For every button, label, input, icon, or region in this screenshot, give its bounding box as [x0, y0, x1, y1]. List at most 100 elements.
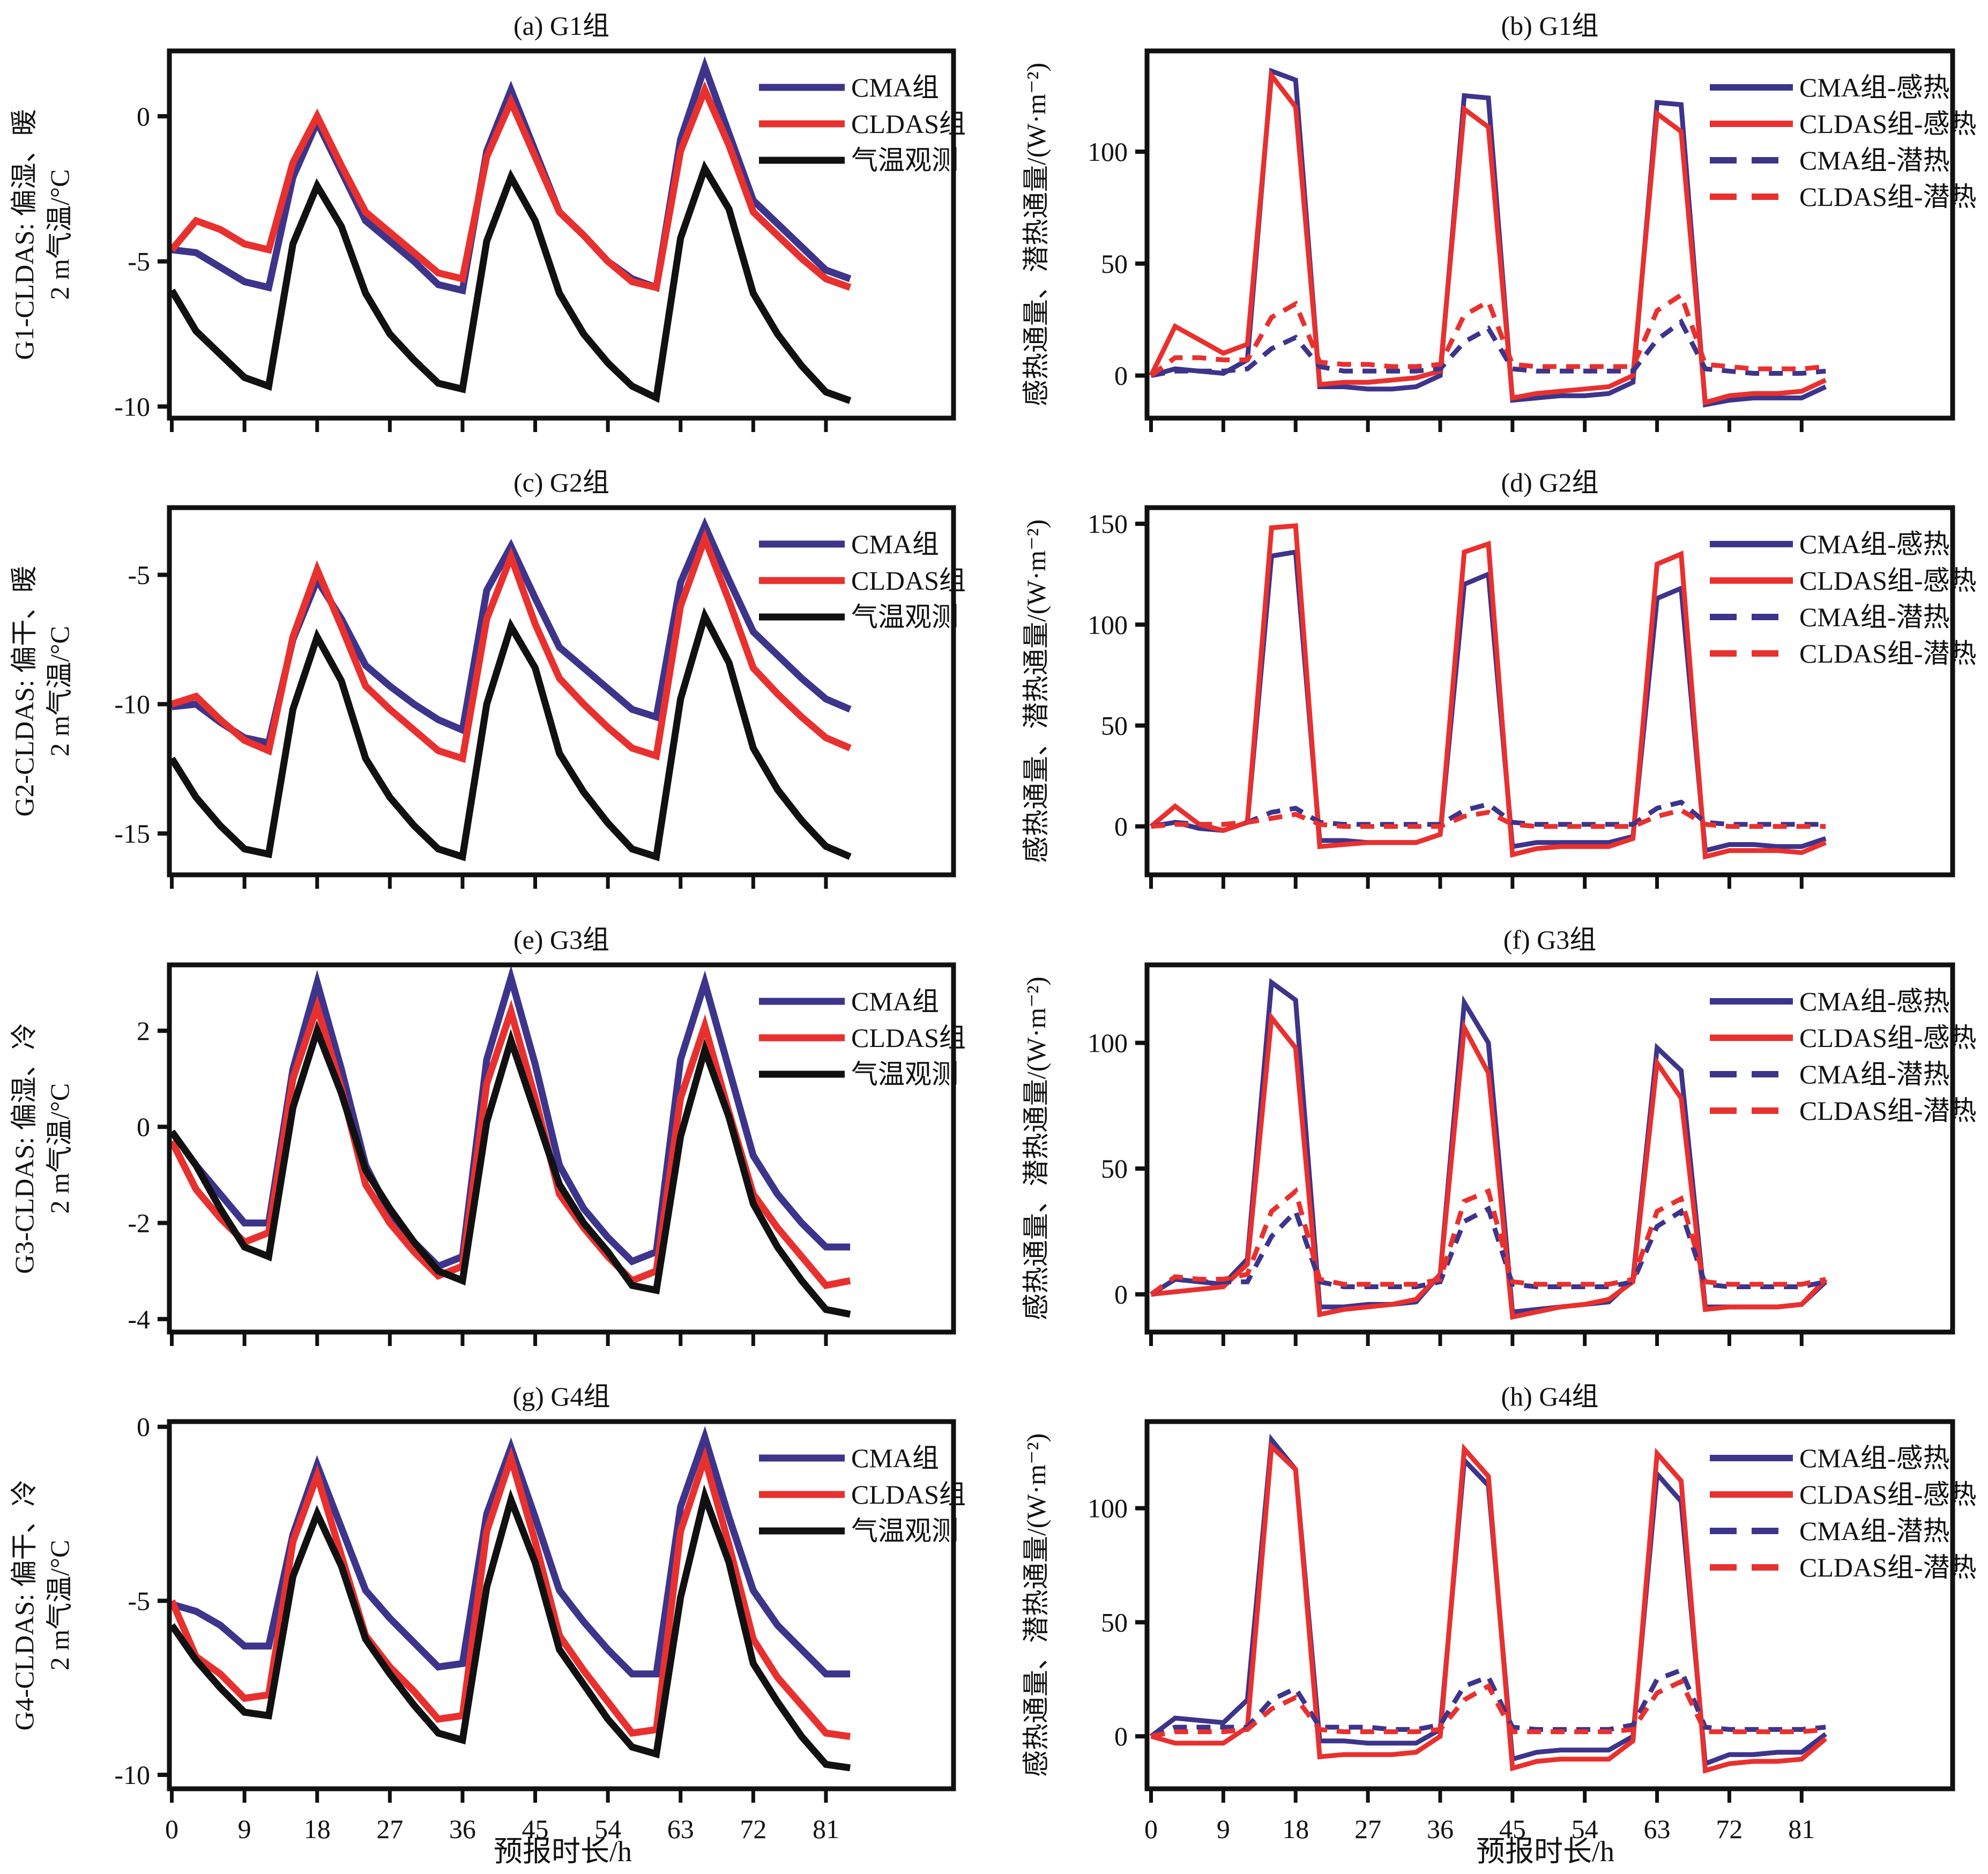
y-tick-label: 2: [137, 1016, 150, 1046]
y-axis-label: 2 m气温/°C: [44, 1083, 75, 1214]
axes-frame: [1144, 1419, 1955, 1791]
x-tick-label: 45: [1499, 1814, 1526, 1844]
y-tick-label: -5: [128, 1586, 150, 1616]
axes-frame: [167, 1419, 956, 1791]
legend-label: CLDAS组-潜热: [1799, 638, 1977, 668]
panel-h: (h) G4组 0 50 100 0 9 18 27 36 45 54 63 72 81 感热通量、潜热通量…: [1021, 1381, 1977, 1844]
series-line-气温观测: [168, 160, 852, 404]
series-line-CLDAS组-感热: [1150, 1441, 1828, 1774]
x-tick-label: 36: [449, 1814, 476, 1844]
y-tick-label: 50: [1101, 249, 1128, 279]
panel-title: (e) G3组: [513, 925, 609, 955]
x-axis-label-left: 预报时长/h: [494, 1835, 632, 1868]
panel-b: (b) G1组 0 50 100 感热通量、潜热通量/(W·m⁻²) CMA组-感热 CLD…: [1021, 11, 1977, 432]
legend-label: CMA组-感热: [1799, 1443, 1950, 1473]
y-tick-label: 0: [137, 101, 150, 131]
legend-label: CMA组-感热: [1799, 986, 1950, 1016]
legend-label: CLDAS组: [851, 566, 966, 596]
series-line-CLDAS组-感热: [1151, 1012, 1828, 1320]
series-line-CLDAS组: [168, 1446, 851, 1741]
y-axis-label: 感热通量、潜热通量/(W·m⁻²): [1021, 1433, 1051, 1777]
series-line-气温观测: [169, 1020, 851, 1318]
y-tick-label: 100: [1088, 137, 1128, 167]
series-line-CMA组-感热: [1150, 978, 1828, 1315]
x-tick-label: 0: [165, 1814, 178, 1844]
x-tick-label: 63: [667, 1814, 694, 1844]
series-line-CMA组-潜热: [1150, 318, 1826, 378]
legend-label: 气温观测: [851, 1516, 958, 1546]
x-tick-label: 9: [1217, 1814, 1230, 1844]
series-line-气温观测: [169, 1484, 851, 1772]
y-axis-label: 2 m气温/°C: [44, 626, 75, 757]
y-axis-label: 感热通量、潜热通量/(W·m⁻²): [1021, 63, 1051, 406]
axes-frame: [1144, 962, 1955, 1335]
y-axis-label: G2-CLDAS: 偏干、暖: [9, 566, 39, 816]
x-tick-label: 36: [1427, 1814, 1454, 1844]
y-tick-label: 0: [1114, 361, 1128, 391]
legend-label: CLDAS组-感热: [1799, 1023, 1977, 1053]
legend-label: CMA组-感热: [1799, 72, 1950, 102]
legend-label: CLDAS组-潜热: [1799, 1096, 1977, 1126]
x-tick-label: 63: [1644, 1814, 1671, 1844]
x-tick-label: 72: [1716, 1814, 1743, 1844]
y-tick-label: -10: [114, 689, 150, 719]
panel-title: (b) G1组: [1501, 11, 1599, 41]
legend-label: CLDAS组: [851, 1479, 966, 1509]
y-tick-label: -10: [114, 1760, 150, 1790]
series-line-CLDAS组-潜热: [1150, 1678, 1826, 1739]
y-tick-label: -5: [128, 247, 150, 277]
legend-label: CMA组-感热: [1799, 529, 1950, 559]
y-tick-label: -10: [114, 391, 150, 421]
legend-label: CMA组-潜热: [1799, 1516, 1950, 1546]
legend-label: 气温观测: [851, 1059, 958, 1089]
series-line-CMA组-感热: [1150, 549, 1827, 854]
x-tick-label: 27: [1354, 1814, 1381, 1844]
y-axis-label: G3-CLDAS: 偏湿、冷: [9, 1023, 39, 1274]
series-line-CMA组-潜热: [1150, 1205, 1827, 1297]
series-line-CLDAS组-潜热: [1149, 291, 1826, 378]
y-tick-label: 100: [1088, 1493, 1128, 1523]
x-tick-label: 81: [813, 1814, 839, 1844]
y-axis-label: 2 m气温/°C: [44, 1540, 75, 1671]
legend-label: 气温观测: [851, 602, 958, 632]
y-tick-label: 100: [1088, 1028, 1128, 1058]
legend-label: CMA组: [851, 1443, 939, 1473]
y-axis-label: G1-CLDAS: 偏湿、暖: [9, 109, 39, 360]
x-tick-label: 45: [522, 1814, 549, 1844]
x-tick-label: 54: [594, 1814, 621, 1844]
x-tick-label: 81: [1788, 1814, 1815, 1844]
y-tick-label: 150: [1088, 509, 1128, 539]
series-line-CLDAS组: [170, 529, 852, 763]
y-tick-label: -2: [128, 1208, 150, 1238]
x-tick-label: 9: [238, 1814, 251, 1844]
legend: CMA组-感热 CLDAS组-感热 CMA组-潜热 CLDAS组-潜热: [1710, 986, 1977, 1126]
series-line-CMA组-潜热: [1150, 1667, 1826, 1739]
series-line-CLDAS组-感热: [1149, 523, 1827, 860]
x-axis-label-right: 预报时长/h: [1476, 1835, 1614, 1868]
y-axis-label: 感热通量、潜热通量/(W·m⁻²): [1021, 519, 1051, 863]
legend-label: CLDAS组-感热: [1799, 109, 1977, 139]
x-tick-label: 18: [1282, 1814, 1309, 1844]
panel-title: (c) G2组: [513, 467, 609, 497]
y-tick-label: -4: [128, 1304, 150, 1334]
panel-c: (c) G2组 -5 -10 -15 G2-CLDAS: 偏干、暖 2 m气温/°C CMA…: [9, 467, 966, 889]
y-tick-label: 0: [1114, 1721, 1128, 1751]
axes-frame: [167, 48, 956, 421]
axes-frame: [167, 505, 956, 877]
panel-title: (f) G3组: [1503, 925, 1597, 955]
panel-title: (g) G4组: [513, 1381, 610, 1411]
legend-label: 气温观测: [851, 145, 958, 175]
y-tick-label: 50: [1101, 1607, 1128, 1637]
series-line-CLDAS组-潜热: [1149, 1187, 1827, 1297]
legend-label: CMA组-潜热: [1799, 1059, 1950, 1089]
axes-frame: [1144, 48, 1955, 421]
axes-frame: [167, 962, 956, 1335]
panel-f: (f) G3组 0 50 100 感热通量、潜热通量/(W·m⁻²) CMA组-感热 CLD…: [1021, 925, 1977, 1346]
